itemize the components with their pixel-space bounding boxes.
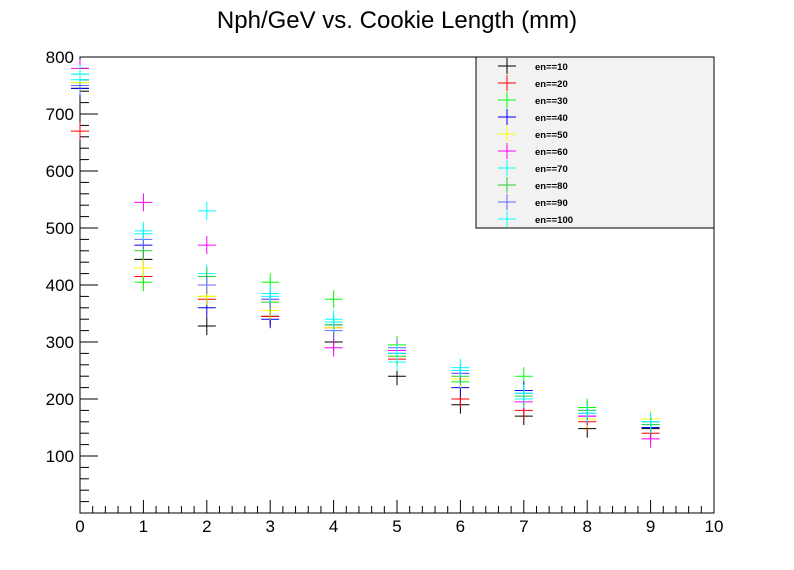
legend-label: en==90 (535, 198, 568, 209)
x-tick-label: 9 (646, 517, 655, 536)
data-point (197, 201, 216, 220)
legend: en==10 en==20 en==30 en==40 en==50 en==60 en==… (475, 56, 715, 229)
legend-item: en==30 (498, 92, 568, 108)
legend-item: en==40 (498, 109, 568, 125)
legend-label: en==30 (535, 96, 568, 107)
y-tick-label: 200 (46, 390, 74, 409)
y-tick-label: 400 (46, 276, 74, 295)
y-tick-label: 100 (46, 447, 74, 466)
chart-title: Nph/GeV vs. Cookie Length (mm) (217, 7, 577, 34)
legend-label: en==50 (535, 130, 568, 141)
legend-item: en==50 (498, 126, 568, 142)
data-point (134, 221, 153, 240)
x-tick-label: 10 (705, 517, 724, 536)
y-tick-label: 600 (46, 162, 74, 181)
legend-item: en==70 (498, 160, 568, 176)
data-point (197, 317, 216, 336)
x-tick-label: 2 (202, 517, 211, 536)
legend-item: en==80 (498, 177, 568, 193)
y-tick-label: 500 (46, 219, 74, 238)
legend-box (475, 56, 715, 229)
x-tick-label: 7 (519, 517, 528, 536)
y-tick-label: 800 (46, 48, 74, 67)
x-tick-label: 1 (139, 517, 148, 536)
x-tick-label: 0 (75, 517, 84, 536)
data-point (71, 122, 89, 141)
y-tick-label: 300 (46, 333, 74, 352)
legend-item: en==60 (498, 143, 568, 159)
legend-label: en==60 (535, 147, 568, 158)
legend-label: en==70 (535, 164, 568, 175)
data-point (71, 65, 89, 84)
legend-label: en==100 (535, 215, 573, 226)
legend-label: en==80 (535, 181, 568, 192)
data-point (134, 193, 153, 212)
data-point (197, 236, 216, 255)
data-point (451, 358, 470, 377)
data-point (134, 258, 153, 277)
legend-label: en==40 (535, 113, 568, 124)
x-tick-label: 8 (582, 517, 591, 536)
data-point (261, 284, 280, 303)
legend-item: en==100 (498, 211, 573, 227)
legend-item: en==20 (498, 75, 568, 91)
legend-item: en==90 (498, 194, 568, 210)
legend-label: en==20 (535, 79, 568, 90)
x-tick-label: 3 (265, 517, 274, 536)
data-point (578, 404, 597, 423)
data-point (324, 290, 343, 309)
data-point (514, 384, 533, 403)
axes: 0 1 2 3 4 5 6 7 8 9 10 100 200 300 400 500 600 700 800 (46, 48, 724, 536)
series-en100 (71, 65, 660, 431)
x-tick-label: 6 (456, 517, 465, 536)
data-point (197, 276, 216, 294)
data-point (324, 338, 343, 357)
data-point (388, 344, 406, 363)
y-tick-label: 700 (46, 105, 74, 124)
legend-label: en==10 (535, 62, 568, 73)
data-points (71, 59, 660, 448)
x-tick-label: 4 (329, 517, 338, 536)
x-tick-label: 5 (392, 517, 401, 536)
data-point (641, 412, 660, 431)
legend-item: en==10 (498, 58, 568, 74)
data-point (324, 313, 343, 332)
